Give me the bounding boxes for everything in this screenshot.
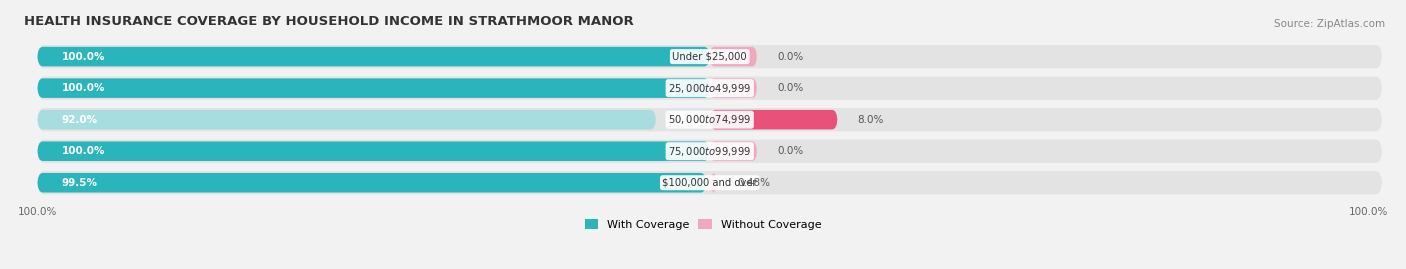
FancyBboxPatch shape xyxy=(710,173,717,193)
Text: 0.0%: 0.0% xyxy=(778,83,803,93)
FancyBboxPatch shape xyxy=(38,76,1382,100)
Text: HEALTH INSURANCE COVERAGE BY HOUSEHOLD INCOME IN STRATHMOOR MANOR: HEALTH INSURANCE COVERAGE BY HOUSEHOLD I… xyxy=(24,15,634,28)
FancyBboxPatch shape xyxy=(38,45,1382,68)
Text: 0.0%: 0.0% xyxy=(778,146,803,156)
FancyBboxPatch shape xyxy=(38,171,1382,194)
FancyBboxPatch shape xyxy=(38,110,657,129)
Text: 99.5%: 99.5% xyxy=(62,178,97,188)
Text: 100.0%: 100.0% xyxy=(62,83,105,93)
Text: 100.0%: 100.0% xyxy=(62,146,105,156)
FancyBboxPatch shape xyxy=(38,141,710,161)
FancyBboxPatch shape xyxy=(38,47,710,66)
FancyBboxPatch shape xyxy=(38,140,1382,163)
Text: Under $25,000: Under $25,000 xyxy=(672,52,747,62)
Text: 92.0%: 92.0% xyxy=(62,115,97,125)
FancyBboxPatch shape xyxy=(38,173,706,193)
FancyBboxPatch shape xyxy=(710,141,756,161)
Text: $25,000 to $49,999: $25,000 to $49,999 xyxy=(668,82,751,95)
Text: Source: ZipAtlas.com: Source: ZipAtlas.com xyxy=(1274,19,1385,29)
Text: $100,000 and over: $100,000 and over xyxy=(662,178,756,188)
Text: $50,000 to $74,999: $50,000 to $74,999 xyxy=(668,113,751,126)
Text: 0.48%: 0.48% xyxy=(738,178,770,188)
FancyBboxPatch shape xyxy=(710,47,756,66)
FancyBboxPatch shape xyxy=(38,108,1382,131)
Text: 0.0%: 0.0% xyxy=(778,52,803,62)
Legend: With Coverage, Without Coverage: With Coverage, Without Coverage xyxy=(581,215,825,235)
FancyBboxPatch shape xyxy=(710,78,756,98)
Text: 8.0%: 8.0% xyxy=(858,115,884,125)
FancyBboxPatch shape xyxy=(710,110,838,129)
Text: $75,000 to $99,999: $75,000 to $99,999 xyxy=(668,145,751,158)
Text: 100.0%: 100.0% xyxy=(62,52,105,62)
FancyBboxPatch shape xyxy=(38,78,710,98)
